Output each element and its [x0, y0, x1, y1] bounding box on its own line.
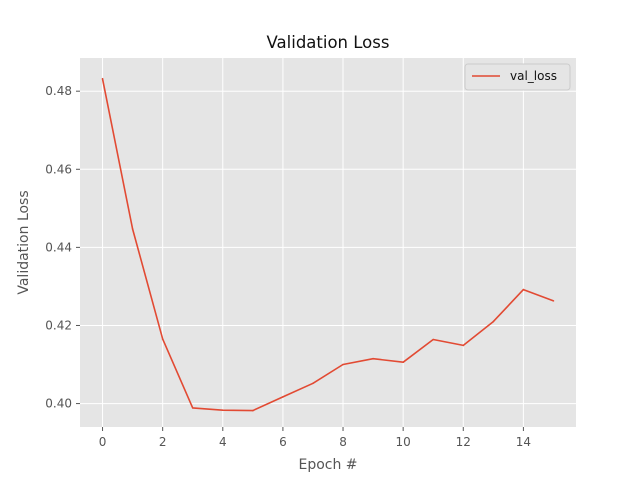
data-point: [161, 338, 164, 340]
x-tick-label: 0: [99, 435, 107, 449]
x-grid: [102, 58, 524, 427]
legend-label-val-loss: val_loss: [510, 69, 557, 83]
y-tick-label: 0.44: [45, 240, 72, 254]
y-tick-label: 0.46: [45, 162, 72, 176]
y-tick-label: 0.48: [45, 84, 72, 98]
data-point: [372, 357, 374, 360]
data-point: [462, 344, 465, 347]
legend-box: [464, 63, 571, 91]
data-point: [402, 361, 404, 363]
plot-area: [80, 58, 576, 427]
y-tick-label: 0.42: [45, 318, 72, 332]
data-point: [492, 320, 495, 323]
data-point: [282, 396, 284, 398]
data-point: [191, 407, 194, 409]
legend: val_loss: [464, 63, 571, 91]
data-point: [552, 300, 555, 302]
x-tick-label: 12: [456, 435, 471, 449]
y-tick-label: 0.40: [45, 397, 72, 411]
x-ticks: 0 2 4 6 8 10 12 14: [99, 427, 531, 449]
data-point: [432, 338, 435, 341]
data-point: [312, 382, 314, 385]
x-tick-label: 4: [219, 435, 227, 449]
x-axis-label: Epoch #: [298, 457, 357, 473]
x-tick-label: 6: [279, 435, 287, 449]
data-point: [522, 288, 525, 291]
data-point: [101, 77, 104, 80]
x-tick-label: 14: [516, 435, 531, 449]
y-axis-label: Validation Loss: [16, 190, 32, 294]
x-tick-label: 10: [396, 435, 411, 449]
data-point: [342, 363, 344, 366]
series-line-val-loss: [101, 78, 554, 412]
x-tick-label: 8: [339, 435, 347, 449]
chart-title: Validation Loss: [267, 33, 390, 52]
series-layer: [101, 77, 555, 412]
data-point: [221, 409, 224, 412]
y-ticks: 0.40 0.42 0.44 0.46 0.48: [45, 84, 80, 411]
data-point: [131, 228, 134, 230]
y-grid: [80, 90, 576, 405]
data-point: [252, 409, 254, 412]
x-tick-label: 2: [159, 435, 167, 449]
